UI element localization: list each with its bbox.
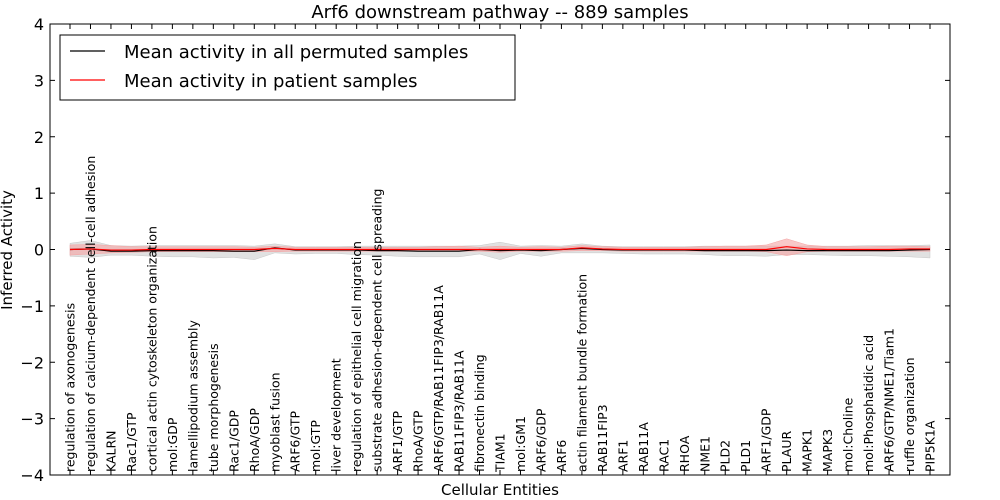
plot-area: −4 −3 −2 −1 0 1 2 3 4 regulation of axonogenesis r… xyxy=(20,15,951,485)
x-tick-label: regulation of epithelial cell migration xyxy=(349,241,364,472)
x-tick-label: NME1 xyxy=(697,436,712,472)
x-tick-label: RhoA/GTP xyxy=(411,410,426,472)
x-tick-label: Rac1/GTP xyxy=(124,412,139,472)
x-tick-label: RAB11FIP3 xyxy=(595,404,610,472)
x-tick-label: RAB11A xyxy=(636,422,651,472)
x-tick-label: mol:GTP xyxy=(308,420,323,472)
y-tick-label: −3 xyxy=(20,410,44,429)
x-tick-label: mol:Phosphatidic acid xyxy=(861,335,876,472)
x-tick-label: regulation of axonogenesis xyxy=(63,303,78,472)
x-tick-label: mol:GM1 xyxy=(513,416,528,472)
y-tick-label: 1 xyxy=(34,184,44,203)
y-tick-label: 2 xyxy=(34,128,44,147)
legend-frame xyxy=(59,34,516,101)
x-tick-label: tube morphogenesis xyxy=(206,343,221,472)
y-tick-label: 0 xyxy=(34,241,44,260)
x-tick-label: ARF6/GTP/NME1/Tiam1 xyxy=(882,328,897,472)
x-tick-label: ARF1/GTP xyxy=(390,411,405,472)
y-axis-label: Inferred Activity xyxy=(0,190,16,310)
x-tick-label: PIP5K1A xyxy=(923,420,938,472)
x-tick-label: ruffle organization xyxy=(902,357,917,472)
x-tick-label: lamellipodium assembly xyxy=(185,320,200,472)
x-tick-label: RAC1 xyxy=(656,439,671,472)
x-tick-label: ARF1/GDP xyxy=(759,408,774,472)
x-tick-label: RhoA/GDP xyxy=(247,408,262,472)
x-tick-label: ARF6/GTP xyxy=(288,411,303,472)
x-tick-label: TIAM1 xyxy=(493,433,508,473)
x-tick-label: myoblast fusion xyxy=(267,372,282,472)
x-tick-label: liver development xyxy=(329,358,344,472)
x-tick-label: MAPK3 xyxy=(820,429,835,472)
x-tick-label: ARF6/GDP xyxy=(533,408,548,472)
x-tick-label: fibronectin binding xyxy=(472,354,487,472)
legend: Mean activity in all permuted samples Me… xyxy=(59,34,516,101)
x-tick-label: actin filament bundle formation xyxy=(574,274,589,472)
x-tick-label: RHOA xyxy=(677,435,692,472)
x-tick-label: mol:GDP xyxy=(165,417,180,472)
x-axis-label: Cellular Entities xyxy=(441,481,559,499)
x-tick-label: RAB11FIP3/RAB11A xyxy=(452,350,467,472)
x-tick-label: regulation of calcium-dependent cell-cel… xyxy=(83,156,98,472)
x-tick-label: Rac1/GDP xyxy=(226,410,241,472)
x-tick-label: mol:Choline xyxy=(841,397,856,472)
y-tick-label: −2 xyxy=(20,353,44,372)
x-tick-label: MAPK1 xyxy=(800,429,815,472)
y-tick-label: 4 xyxy=(34,15,44,34)
y-tick-label: −4 xyxy=(20,466,44,485)
x-tick-label: ARF6 xyxy=(554,440,569,472)
y-tick-label: 3 xyxy=(34,71,44,90)
chart-title: Arf6 downstream pathway -- 889 samples xyxy=(311,2,688,23)
legend-label-patient: Mean activity in patient samples xyxy=(124,71,418,92)
x-tick-label: PLD1 xyxy=(738,440,753,472)
axes-frame xyxy=(49,23,951,476)
x-tick-label: PLAUR xyxy=(779,431,794,472)
series-band-1 xyxy=(69,238,931,256)
x-tick-label: cortical actin cytoskeleton organization xyxy=(144,226,159,472)
series-line-0 xyxy=(69,247,931,252)
x-tick-label: substrate adhesion-dependent cell spread… xyxy=(370,189,385,472)
x-tick-label: ARF1 xyxy=(615,440,630,472)
x-tick-label: KALRN xyxy=(103,430,118,472)
x-tick-label: ARF6/GTP/RAB11FIP3/RAB11A xyxy=(431,285,446,472)
legend-label-permuted: Mean activity in all permuted samples xyxy=(124,42,468,63)
series-line-1 xyxy=(69,246,930,251)
x-tick-label: PLD2 xyxy=(718,440,733,472)
y-tick-label: −1 xyxy=(20,297,44,316)
